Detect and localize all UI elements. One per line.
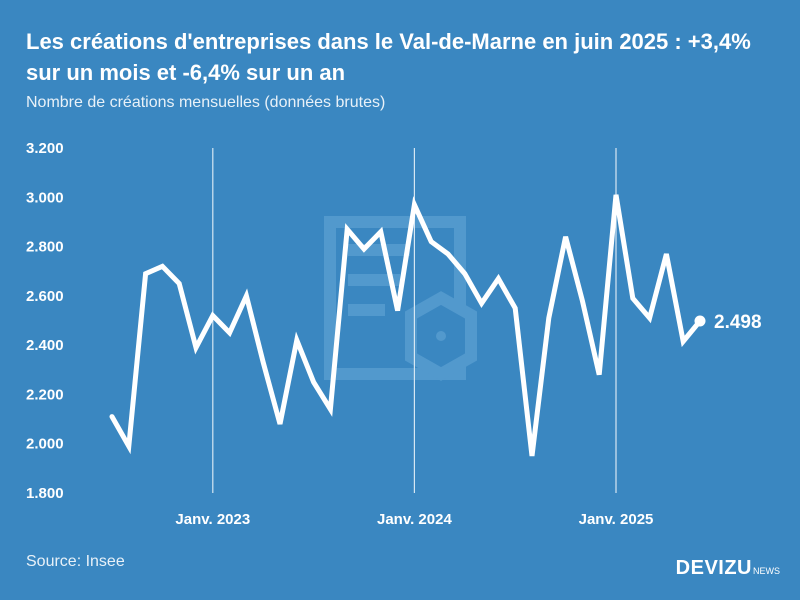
y-tick-label: 2.800	[26, 239, 64, 256]
y-tick-label: 3.200	[26, 140, 64, 157]
brand-logo: DEVIZUNEWS	[676, 557, 780, 580]
brand-name: DEVIZU	[675, 557, 752, 579]
source-note: Source: Insee	[26, 553, 125, 570]
series-line	[109, 194, 703, 457]
x-tick-label: Janv. 2023	[175, 511, 250, 528]
x-axis: Janv. 2023 Janv. 2024 Janv. 2025	[175, 511, 653, 528]
chart-subtitle: Nombre de créations mensuelles (données …	[26, 94, 386, 111]
y-tick-label: 2.600	[26, 288, 64, 305]
y-tick-label: 3.000	[26, 189, 64, 206]
y-tick-label: 1.800	[26, 485, 64, 502]
y-tick-label: 2.400	[26, 337, 64, 354]
chart-title: Les créations d'entreprises dans le Val-…	[26, 29, 751, 85]
last-value-label: 2.498	[714, 312, 762, 333]
x-tick-label: Janv. 2024	[377, 511, 452, 528]
brand-suffix: NEWS	[753, 566, 780, 576]
y-tick-label: 2.200	[26, 386, 64, 403]
x-tick-label: Janv. 2025	[579, 511, 654, 528]
y-axis: 1.800 2.000 2.200 2.400 2.600 2.800 3.000 3.200	[26, 140, 64, 502]
y-tick-label: 2.000	[26, 436, 64, 453]
watermark-logo-icon	[324, 216, 477, 381]
last-data-point	[694, 315, 706, 327]
